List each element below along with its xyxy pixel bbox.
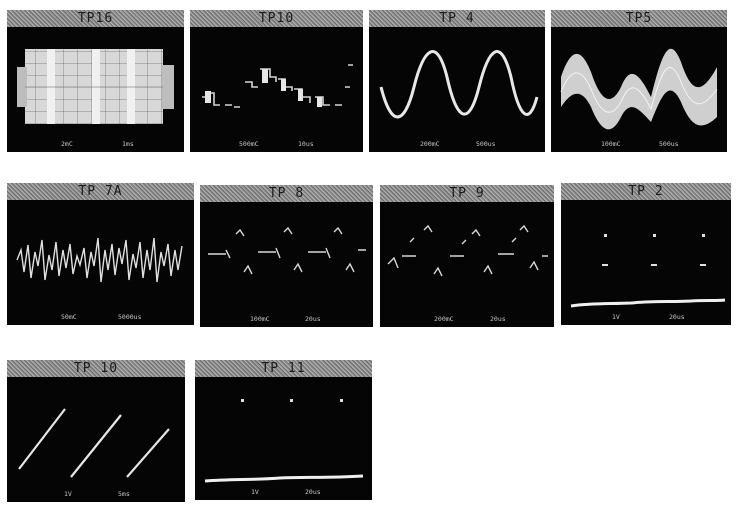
scope-scale-readout: 200mC 500us [369,139,545,149]
test-point-label: TP 4 [369,10,545,27]
scope-scale-readout: 50mC 5000us [7,312,194,322]
time-per-div: 500us [659,139,679,149]
test-point-label: TP 7A [7,183,194,200]
oscilloscope-screen [195,377,372,500]
waveform-trace [369,27,545,152]
volts-per-div: 200mC [420,139,440,149]
oscilloscope-screen [561,200,731,325]
scope-panel-tp10-sawtooth: TP 10 1V 5ms [7,360,185,502]
scope-scale-readout: 1V 5ms [7,489,185,499]
time-per-div: 20us [305,314,321,324]
time-per-div: 5ms [118,489,130,499]
time-per-div: 10us [298,139,314,149]
test-point-label: TP 9 [380,185,554,202]
scope-scale-readout: 500mC 10us [190,139,363,149]
waveform-trace [551,27,727,152]
time-per-div: 20us [669,312,685,322]
volts-per-div: 100mC [250,314,270,324]
time-per-div: 500us [476,139,496,149]
volts-per-div: 50mC [61,312,77,322]
waveform-trace [7,377,185,502]
scope-scale-readout: 200mC 20us [380,314,554,324]
test-point-label: TP16 [7,10,184,27]
scope-panel-tp9: TP 9 200mC 20us [380,185,554,327]
waveform-trace [561,200,731,325]
volts-per-div: 100mC [601,139,621,149]
test-point-label: TP 10 [7,360,185,377]
test-point-label: TP 2 [561,183,731,200]
volts-per-div: 2mC [61,139,73,149]
volts-per-div: 500mC [239,139,259,149]
time-per-div: 20us [305,487,321,497]
waveform-trace [190,27,363,152]
volts-per-div: 1V [64,489,72,499]
volts-per-div: 200mC [434,314,454,324]
scope-panel-tp2: TP 2 1V 20us [561,183,731,325]
scope-panel-tp8: TP 8 100mC 20us [200,185,373,327]
scope-panel-tp16: TP16 2mC 1ms [7,10,184,152]
scope-scale-readout: 2mC 1ms [7,139,184,149]
oscilloscope-screen [200,202,373,327]
oscilloscope-screen [551,27,727,152]
scope-panel-tp11: TP 11 1V 20us [195,360,372,500]
scope-scale-readout: 100mC 500us [551,139,727,149]
scope-scale-readout: 1V 20us [195,487,372,497]
waveform-trace [195,377,372,500]
waveform-trace [7,200,194,325]
waveform-trace [380,202,554,327]
scope-panel-tp7a: TP 7A 50mC 5000us [7,183,194,325]
test-point-label: TP 11 [195,360,372,377]
oscilloscope-screen [7,200,194,325]
scope-panel-tp5: TP5 100mC 500us [551,10,727,152]
oscilloscope-screen [369,27,545,152]
scope-panel-tp10: TP10 [190,10,363,152]
test-point-label: TP10 [190,10,363,27]
scope-panel-tp4: TP 4 200mC 500us [369,10,545,152]
scope-scale-readout: 100mC 20us [200,314,373,324]
test-point-label: TP5 [551,10,727,27]
time-per-div: 20us [490,314,506,324]
oscilloscope-screen [380,202,554,327]
time-per-div: 1ms [122,139,134,149]
oscilloscope-screen [190,27,363,152]
volts-per-div: 1V [251,487,259,497]
volts-per-div: 1V [612,312,620,322]
time-per-div: 5000us [118,312,141,322]
oscilloscope-screen [7,377,185,502]
oscilloscope-screen [7,27,184,152]
scope-scale-readout: 1V 20us [561,312,731,322]
waveform-trace [7,27,184,152]
waveform-trace [200,202,373,327]
test-point-label: TP 8 [200,185,373,202]
